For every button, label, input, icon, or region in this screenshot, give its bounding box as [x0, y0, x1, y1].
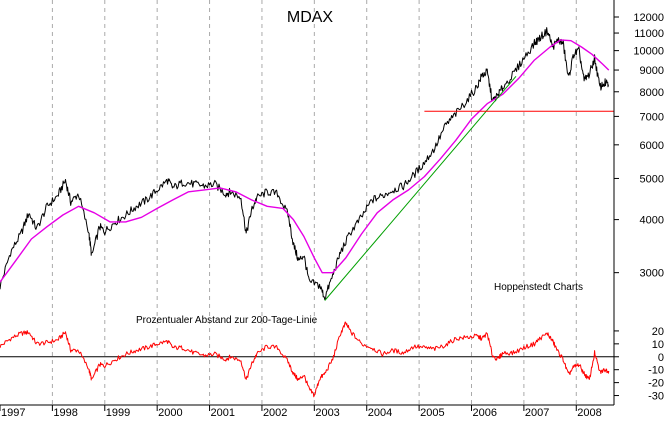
x-tick-label-2007: 2007 — [525, 407, 549, 419]
chart-title: MDAX — [287, 9, 334, 26]
y-tick-label-12000: 12000 — [633, 12, 664, 24]
series-layer — [0, 27, 614, 398]
x-tick-label-1998: 1998 — [53, 407, 77, 419]
x-tick-label-2005: 2005 — [420, 407, 444, 419]
grid-layer — [51, 0, 577, 405]
uptrend-line — [324, 75, 517, 301]
source-annotation: Hoppenstedt Charts — [494, 282, 583, 293]
y-tick-label-8000: 8000 — [640, 87, 664, 99]
moving-average-200-line — [0, 39, 610, 283]
axis-layer: 1997 1998 1999 2000 2001 2002 2003 2004 2005 2006… — [0, 0, 664, 419]
distance-oscillator-line — [0, 321, 610, 398]
x-tick-label-2004: 2004 — [368, 407, 392, 419]
osc-y-tick-label-10: 10 — [652, 339, 664, 351]
y-tick-label-7000: 7000 — [640, 111, 664, 123]
y-tick-label-3000: 3000 — [640, 268, 664, 280]
osc-y-tick-label-20: 20 — [652, 326, 664, 338]
x-tick-label-1999: 1999 — [106, 407, 130, 419]
x-tick-label-2003: 2003 — [315, 407, 339, 419]
x-tick-label-2000: 2000 — [158, 407, 182, 419]
y-tick-label-4000: 4000 — [640, 215, 664, 227]
mdax-price-line — [0, 27, 609, 301]
oscillator-title: Prozentualer Abstand zur 200-Tage-Linie — [136, 315, 318, 326]
y-tick-label-5000: 5000 — [640, 173, 664, 185]
y-tick-label-9000: 9000 — [640, 65, 664, 77]
y-tick-label-10000: 10000 — [633, 46, 664, 58]
osc-y-tick-label--10: -10 — [648, 365, 664, 377]
x-tick-label-2002: 2002 — [263, 407, 287, 419]
osc-y-tick-label--30: -30 — [648, 391, 664, 403]
x-tick-label-2006: 2006 — [473, 407, 497, 419]
y-tick-label-11000: 11000 — [634, 28, 664, 40]
x-tick-label-1997: 1997 — [1, 407, 25, 419]
osc-y-tick-label-0: 0 — [658, 352, 664, 364]
osc-y-tick-label--20: -20 — [648, 378, 664, 390]
x-tick-label-2001: 2001 — [211, 407, 235, 419]
y-tick-label-6000: 6000 — [640, 140, 664, 152]
x-tick-label-2008: 2008 — [577, 407, 601, 419]
